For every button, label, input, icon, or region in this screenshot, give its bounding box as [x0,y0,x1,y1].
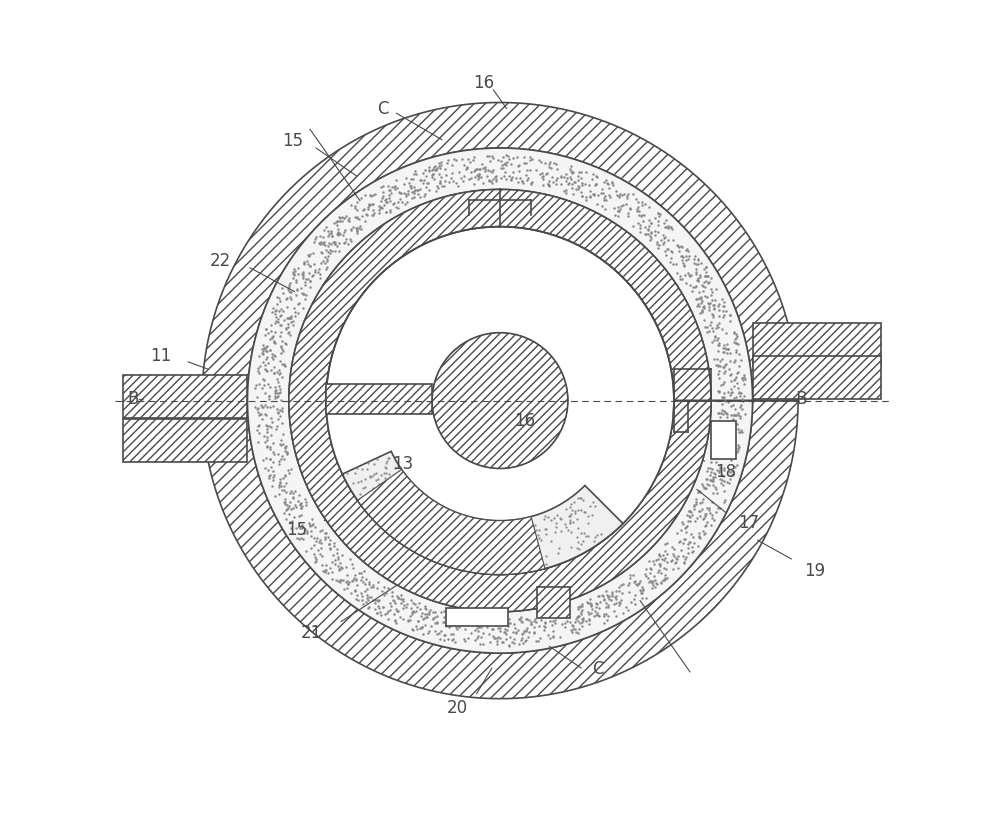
Text: 18: 18 [715,462,736,480]
Polygon shape [358,470,545,575]
Polygon shape [202,103,798,699]
Text: 19: 19 [804,562,825,580]
Text: 16: 16 [473,74,494,92]
Text: -B: -B [791,390,808,408]
Polygon shape [327,401,673,575]
Polygon shape [342,452,623,575]
Polygon shape [753,323,881,366]
Polygon shape [537,587,570,618]
Polygon shape [247,149,753,653]
Polygon shape [289,190,711,612]
Text: 11: 11 [150,347,171,365]
Text: 13: 13 [392,454,413,472]
Text: 17: 17 [738,514,759,532]
Text: C: C [592,659,603,677]
Polygon shape [123,375,247,418]
Circle shape [432,333,568,469]
Polygon shape [326,385,432,414]
Text: 22: 22 [210,251,231,270]
Text: 15: 15 [287,520,308,538]
Text: 21: 21 [301,624,322,642]
Polygon shape [446,608,508,626]
Text: B-: B- [127,390,144,408]
Text: 16: 16 [514,411,535,429]
Text: 20: 20 [446,698,468,716]
Polygon shape [753,356,881,399]
Circle shape [326,227,674,575]
Polygon shape [123,419,247,462]
Polygon shape [711,422,736,459]
Text: C: C [377,100,388,118]
Text: 15: 15 [282,131,304,150]
